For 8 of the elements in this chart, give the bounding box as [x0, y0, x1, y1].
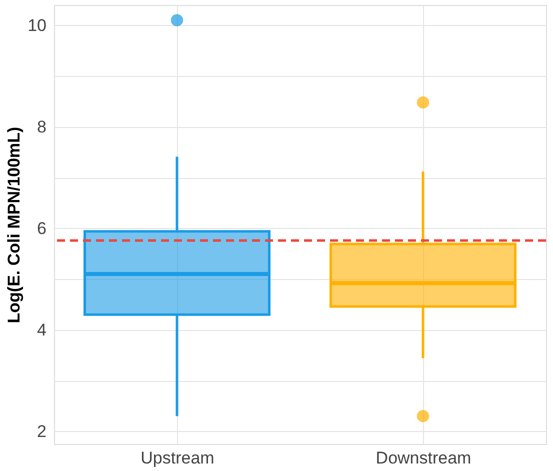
x-tick-label: Upstream: [140, 448, 214, 468]
y-tick-label: 2: [37, 422, 46, 441]
y-tick-label: 10: [28, 16, 46, 35]
x-tick-label: Downstream: [376, 448, 472, 468]
y-tick-label: 8: [37, 117, 46, 136]
y-tick-label: 6: [37, 218, 46, 238]
y-tick-label: 4: [37, 320, 46, 340]
y-axis-title: Log(E. Coli MPN/100mL): [4, 126, 24, 324]
